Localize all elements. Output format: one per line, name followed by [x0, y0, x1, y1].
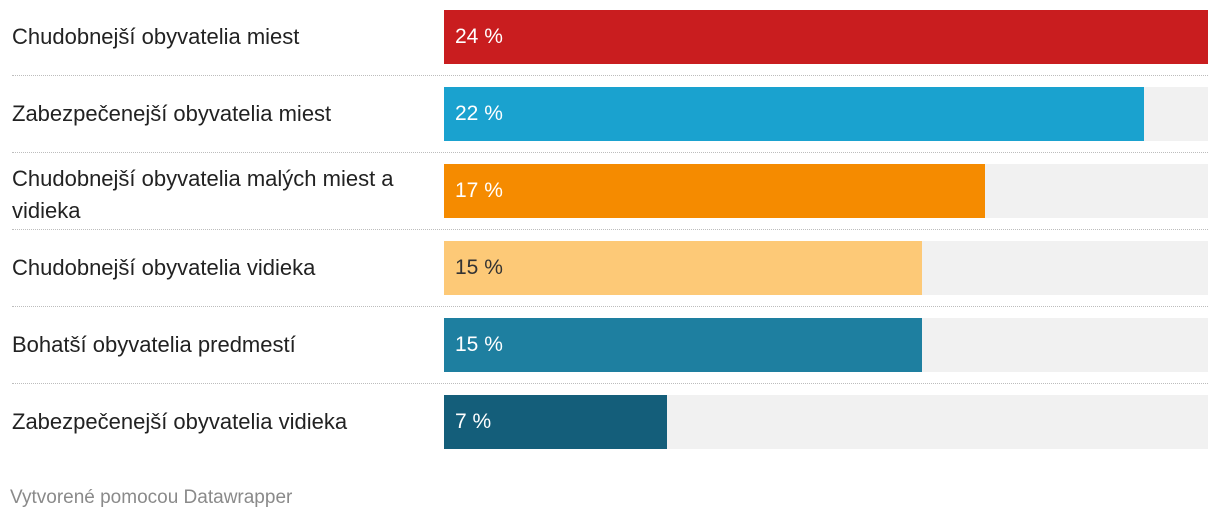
- bar-chart: Chudobnejší obyvatelia miest 24 % Zabezpeč…: [12, 10, 1208, 471]
- bar: 7 %: [444, 395, 667, 449]
- value-label: 15 %: [455, 256, 503, 279]
- chart-row: Zabezpečenejší obyvatelia vidieka 7 %: [12, 395, 1208, 471]
- chart-row: Bohatší obyvatelia predmestí 15 %: [12, 318, 1208, 394]
- chart-row: Zabezpečenejší obyvatelia miest 22 %: [12, 87, 1208, 163]
- datawrapper-credit[interactable]: Vytvorené pomocou Datawrapper: [10, 487, 293, 508]
- bar: 15 %: [444, 241, 922, 295]
- bar-track: 7 %: [444, 395, 1208, 449]
- chart-row: Chudobnejší obyvatelia vidieka 15 %: [12, 241, 1208, 317]
- bar-track: 17 %: [444, 164, 1208, 218]
- bar-track: 15 %: [444, 241, 1208, 295]
- row-divider: [12, 152, 1208, 153]
- category-label: Zabezpečenejší obyvatelia vidieka: [12, 409, 348, 434]
- category-label: Zabezpečenejší obyvatelia miest: [12, 101, 332, 126]
- row-divider: [12, 75, 1208, 76]
- row-divider: [12, 229, 1208, 230]
- bar: 22 %: [444, 87, 1144, 141]
- category-label: Bohatší obyvatelia predmestí: [12, 332, 296, 357]
- value-label: 7 %: [455, 410, 492, 433]
- bar: 17 %: [444, 164, 985, 218]
- category-label: Chudobnejší obyvatelia miest: [12, 24, 300, 49]
- value-label: 17 %: [455, 179, 503, 202]
- value-label: 15 %: [455, 333, 503, 356]
- bar: 15 %: [444, 318, 922, 372]
- row-divider: [12, 306, 1208, 307]
- value-label: 24 %: [455, 25, 503, 48]
- bar-track: 24 %: [444, 10, 1208, 64]
- chart-row: Chudobnejší obyvatelia malých miest a vi…: [12, 164, 1208, 240]
- category-label: Chudobnejší obyvatelia vidieka: [12, 255, 316, 280]
- value-label: 22 %: [455, 102, 503, 125]
- bar-track: 22 %: [444, 87, 1208, 141]
- chart-row: Chudobnejší obyvatelia miest 24 %: [12, 10, 1208, 86]
- bar-track: 15 %: [444, 318, 1208, 372]
- category-label: Chudobnejší obyvatelia malých miest a vi…: [12, 166, 394, 223]
- bar: 24 %: [444, 10, 1208, 64]
- row-divider: [12, 383, 1208, 384]
